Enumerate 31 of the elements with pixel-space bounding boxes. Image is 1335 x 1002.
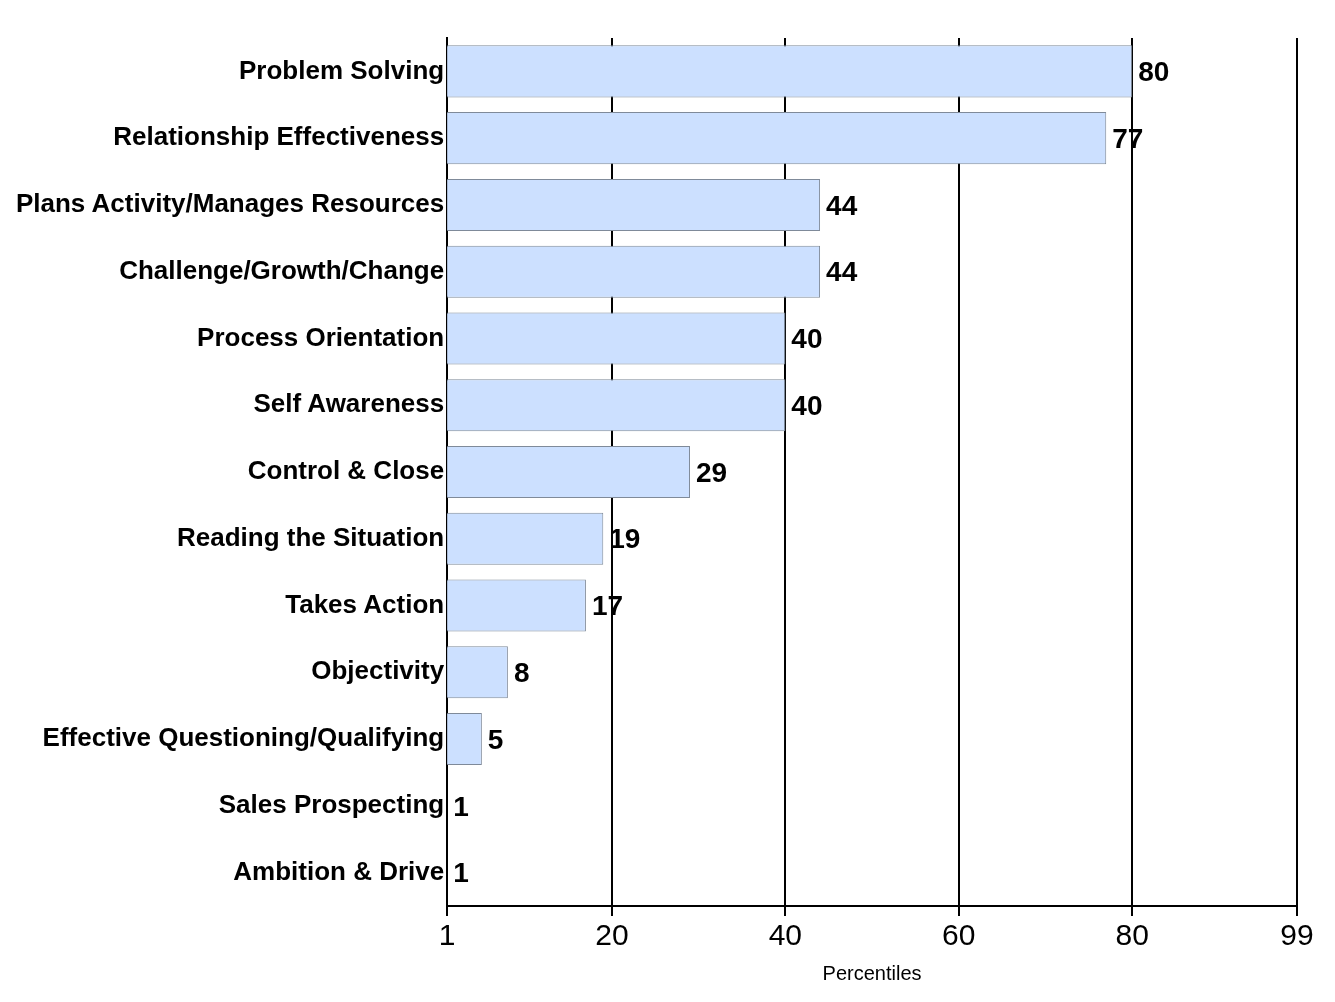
x-tick-label: 80: [1115, 918, 1149, 952]
x-tick-label: 60: [942, 918, 976, 952]
x-tick-label: 1: [438, 918, 456, 952]
data-label: 1: [453, 790, 469, 822]
y-tick-label: Reading the Situation: [176, 521, 445, 552]
x-axis-title: Percentiles: [822, 961, 922, 984]
data-label: 8: [513, 657, 530, 689]
x-tick-label: 99: [1280, 918, 1314, 952]
y-tick-label: Self Awareness: [253, 388, 445, 419]
data-label: 1: [453, 857, 469, 889]
data-label: 44: [826, 189, 858, 221]
y-tick-label: Plans Activity/Manages Resources: [15, 188, 445, 219]
y-tick-label: Sales Prospecting: [218, 789, 445, 820]
data-label: 44: [826, 256, 858, 288]
y-tick-label: Challenge/Growth/Change: [119, 254, 445, 285]
data-label: 19: [609, 523, 641, 555]
y-tick-label: Relationship Effectiveness: [113, 121, 445, 152]
y-tick-label: Objectivity: [311, 655, 445, 686]
data-label: 40: [791, 323, 823, 355]
y-tick-label: Ambition & Drive: [233, 855, 445, 886]
data-label: 80: [1138, 56, 1170, 88]
data-label: 40: [791, 389, 823, 421]
x-tick-label: 20: [595, 918, 629, 952]
y-tick-label: Effective Questioning/Qualifying: [42, 722, 445, 753]
x-tick-label: 40: [768, 918, 803, 952]
data-label: 5: [487, 723, 504, 755]
y-tick-label: Problem Solving: [239, 54, 445, 85]
y-tick-label: Control & Close: [247, 455, 445, 486]
y-tick-label: Process Orientation: [197, 321, 445, 352]
data-label: 29: [695, 456, 728, 488]
y-tick-label: Takes Action: [285, 588, 445, 619]
